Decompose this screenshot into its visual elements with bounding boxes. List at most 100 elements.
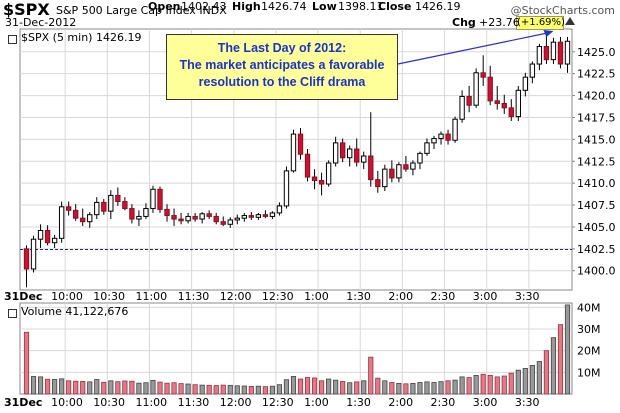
chg-label: Chg — [452, 16, 476, 29]
candle-body — [51, 237, 58, 244]
volume-bar — [354, 381, 360, 395]
price-legend: $SPX (5 min) 1426.19 — [21, 31, 141, 44]
price-y-tick-label: 1407.5 — [577, 199, 616, 212]
candle-body — [368, 155, 374, 181]
price-y-tick-label: 1425.0 — [577, 46, 616, 59]
volume-bar — [340, 381, 346, 395]
x-tick-label: 3:30 — [515, 290, 540, 303]
volume-bar — [297, 378, 304, 395]
volume-bar — [536, 361, 542, 395]
symbol-label: $SPX — [3, 0, 50, 19]
candle — [227, 217, 233, 228]
candle-body — [550, 41, 557, 61]
candle — [199, 212, 205, 224]
price-candles — [20, 35, 572, 288]
volume-y-tick-label: 30M — [577, 323, 601, 336]
candle — [515, 85, 521, 121]
candle — [318, 172, 325, 196]
candle-body — [65, 206, 72, 211]
volume-bar — [550, 337, 557, 395]
volume-legend-name: Volume — [21, 305, 62, 318]
candle-body — [129, 208, 135, 220]
annotation-line-2: The market anticipates a favorable — [179, 58, 385, 72]
x-tick-label: 1:00 — [304, 396, 329, 409]
candle-body — [80, 217, 86, 223]
candle-body — [557, 41, 564, 65]
candle — [550, 37, 557, 65]
candle-body — [459, 95, 465, 120]
candle-body — [143, 208, 149, 217]
volume-bar — [122, 380, 128, 395]
volume-bar — [529, 364, 535, 395]
volume-bar — [473, 374, 479, 395]
date-label: 31-Dec-2012 — [5, 16, 77, 29]
candle-body — [248, 215, 255, 218]
candle-body — [87, 214, 93, 223]
candle — [241, 212, 247, 222]
x-tick-label: 10:00 — [51, 290, 83, 303]
candle — [375, 170, 381, 193]
volume-bar — [557, 324, 564, 395]
candle — [276, 202, 283, 216]
candle — [220, 216, 226, 227]
candle-body — [529, 63, 536, 78]
candle — [368, 112, 374, 187]
candle — [445, 129, 451, 145]
candle — [431, 135, 437, 149]
annotation-arrow — [397, 30, 554, 65]
open-value: 1402.43 — [181, 0, 227, 13]
candle-body — [396, 164, 402, 179]
candle — [347, 145, 353, 167]
candle — [438, 131, 444, 145]
volume-bar — [368, 356, 374, 395]
candle — [529, 61, 536, 84]
candle — [150, 185, 156, 213]
volume-bar — [466, 377, 472, 395]
candle — [206, 210, 212, 220]
candle-body — [30, 238, 37, 270]
candle — [157, 186, 163, 213]
volume-bar — [185, 383, 191, 395]
candle — [248, 212, 255, 220]
candle — [339, 138, 346, 163]
candle-body — [354, 148, 360, 163]
exchange-text: INDX — [199, 4, 227, 17]
candle-body — [171, 215, 177, 220]
candle-body — [44, 229, 51, 244]
volume-bar — [501, 375, 507, 395]
volume-bar — [459, 376, 465, 395]
volume-bar — [136, 382, 142, 395]
x-tick-label: 1:30 — [346, 396, 371, 409]
candle-body — [438, 133, 444, 139]
x-tick-label: 2:30 — [431, 290, 456, 303]
candle-body — [185, 215, 191, 222]
volume-bar — [101, 381, 107, 395]
candle — [143, 203, 149, 220]
volume-bar — [255, 385, 261, 395]
candle — [80, 208, 86, 227]
candle — [480, 55, 486, 86]
volume-bar — [248, 386, 254, 395]
volume-bar — [227, 384, 233, 395]
annotation-line-1: The Last Day of 2012: — [217, 41, 347, 55]
volume-y-tick-label: 40M — [577, 301, 601, 314]
candle-body — [115, 194, 121, 203]
volume-bar — [45, 378, 51, 395]
volume-bar — [522, 368, 528, 395]
candle-body — [290, 133, 297, 172]
volume-bar — [129, 380, 135, 395]
candle — [354, 138, 360, 167]
volume-y-tick-label: 20M — [577, 345, 601, 358]
candle — [122, 197, 128, 211]
candle-body — [241, 215, 247, 219]
volume-bar — [304, 377, 311, 395]
candle — [192, 212, 198, 222]
volume-bar — [37, 376, 44, 395]
close-value: 1426.19 — [415, 0, 461, 13]
price-y-tick-label: 1400.0 — [577, 265, 616, 278]
candle — [543, 35, 550, 65]
x-tick-label: 3:00 — [473, 396, 498, 409]
price-y-tick-label: 1412.5 — [577, 155, 616, 168]
volume-bar — [87, 381, 93, 395]
